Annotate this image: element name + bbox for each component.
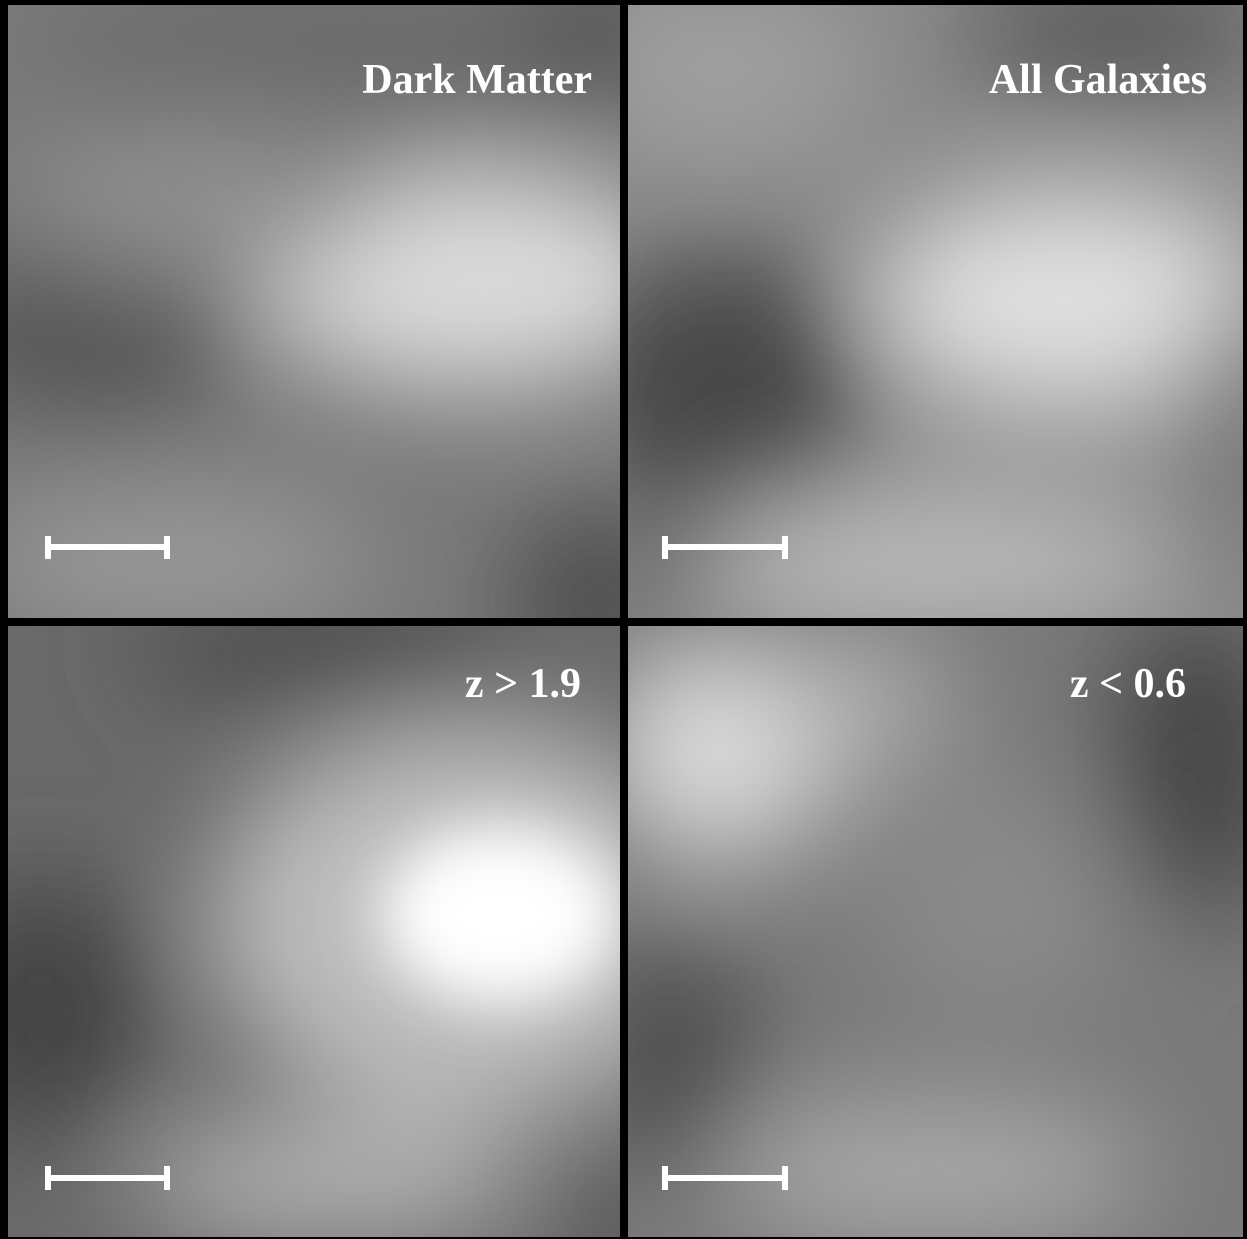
scale-bar bbox=[45, 536, 170, 559]
panel-label: Dark Matter bbox=[362, 57, 592, 103]
panel-label: All Galaxies bbox=[989, 57, 1207, 103]
panel-low-z bbox=[628, 626, 1243, 1237]
panel-label: z < 0.6 bbox=[1070, 661, 1186, 707]
panel-all-galaxies bbox=[628, 5, 1243, 618]
panel-label: z > 1.9 bbox=[465, 661, 581, 707]
scale-bar bbox=[45, 1166, 170, 1190]
scale-bar bbox=[662, 1166, 788, 1190]
panel-dark-matter bbox=[8, 5, 620, 618]
scale-bar bbox=[662, 536, 788, 559]
panel-high-z bbox=[8, 626, 620, 1237]
